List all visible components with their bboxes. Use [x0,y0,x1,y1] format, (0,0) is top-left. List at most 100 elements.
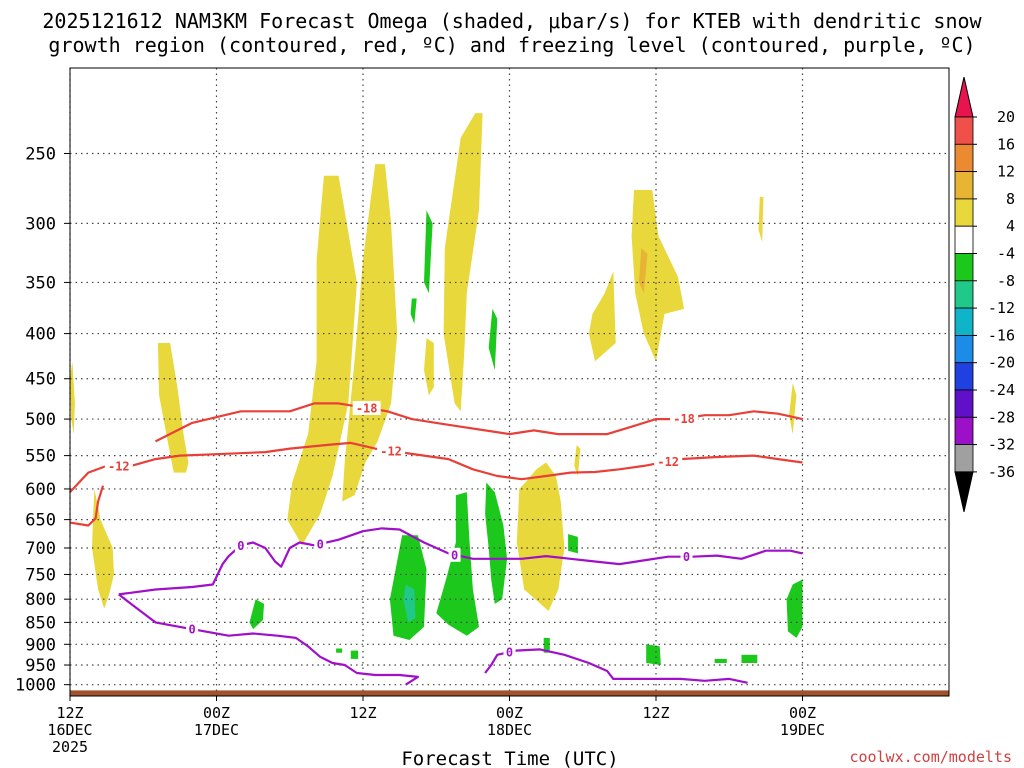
x-tick-label-36-1: 18DEC [487,721,532,739]
contour-label-bg-0-0 [352,401,381,416]
omega-region-21 [249,599,265,630]
y-tick-label-500: 500 [25,410,56,430]
chart-subtitle: growth region (contoured, red, ºC) and f… [48,33,975,57]
x-tick-label-0-1: 16DEC [47,721,92,739]
y-tick-label-300: 300 [25,214,56,234]
contour-label-bg-1-2 [654,454,683,469]
y-tick-label-350: 350 [25,273,56,293]
omega-region-13 [789,383,797,435]
x-tick-label-0-0: 12Z [56,704,83,722]
colorbar: 20 16 12 8 4 -4 -8 -12 -16 -20 -24 -28 -32 -36 [954,76,1015,513]
colorbar-segment-6 [954,253,974,282]
colorbar-label-1: 16 [997,135,1015,153]
colorbar-segment-3 [954,171,974,200]
colorbar-segment-7 [954,280,974,309]
x-tick-label-60-1: 19DEC [780,721,825,739]
contour-label-bg-1-0 [104,458,133,473]
x-tick-label-36-0: 00Z [496,704,523,722]
omega-region-29 [786,579,803,638]
y-tick-label-550: 550 [25,447,56,467]
y-tick-label-400: 400 [25,325,56,345]
contour-label-bg-3-3 [680,549,693,564]
colorbar-bottom-arrow [954,471,974,513]
omega-region-11 [638,248,648,294]
y-tick-label-900: 900 [25,635,56,655]
omega-region-4 [342,164,398,502]
y-tick-label-700: 700 [25,539,56,559]
y-tick-label-650: 650 [25,511,56,531]
contour-line-2 [69,485,105,527]
y-tick-label-600: 600 [25,480,56,500]
y-tick-label-800: 800 [25,590,56,610]
colorbar-label-11: -28 [988,408,1015,426]
colorbar-top-arrow [954,76,974,118]
colorbar-segment-12 [954,416,974,445]
colorbar-label-10: -24 [988,381,1015,399]
colorbar-segment-4 [954,198,974,227]
contour-label-bg-5-0 [503,645,516,660]
contour-label-3-1: 0 [317,537,324,551]
colorbar-label-8: -16 [988,326,1015,344]
y-tick-label-1000: 1000 [15,676,56,696]
omega-region-0 [70,361,75,435]
colorbar-label-6: -8 [997,272,1015,290]
contour-label-1-1: -12 [380,444,402,458]
x-tick-label-48-0: 12Z [642,704,669,722]
omega-region-24 [543,637,550,653]
colorbar-label-5: -4 [997,245,1015,263]
contour-label-0-1: -18 [673,412,695,426]
contour-label-bg-3-2 [448,547,461,562]
credit-text: coolwx.com/modelts [849,748,1012,766]
colorbar-label-0: 20 [997,108,1015,126]
contour-label-3-3: 0 [683,550,690,564]
contour-line-0 [155,402,803,443]
chart-title: 2025121612 NAM3KM Forecast Omega (shaded… [42,9,982,33]
omega-region-12 [758,196,764,243]
contour-label-bg-3-1 [314,536,327,551]
omega-region-19 [436,492,479,636]
omega-region-25 [568,534,578,554]
contour-line-4 [118,593,419,686]
x-axis-label: Forecast Time (UTC) [401,748,618,768]
contour-label-0-0: -18 [356,402,378,416]
omega-region-15 [410,298,417,324]
colorbar-label-13: -36 [988,463,1015,481]
x-tick-label-24-0: 12Z [349,704,376,722]
omega-region-22 [336,648,343,653]
contour-label-5-0: 0 [506,646,513,660]
contour-label-1-2: -12 [657,455,679,469]
contour-label-3-2: 0 [451,548,458,562]
colorbar-label-4: 4 [1006,217,1015,235]
omega-region-5 [443,113,483,412]
y-tick-label-250: 250 [25,144,56,164]
contour-label-bg-1-1 [377,443,406,458]
omega-region-16 [488,308,498,371]
omega-region-9 [588,271,616,362]
colorbar-label-2: 12 [997,163,1015,181]
contour-label-bg-4-0 [186,622,199,637]
colorbar-segment-5 [954,225,974,254]
colorbar-label-9: -20 [988,354,1015,372]
omega-region-3 [287,175,357,546]
colorbar-segment-2 [954,143,974,173]
x-tick-label-60-0: 00Z [789,704,816,722]
omega-region-23 [350,650,359,659]
omega-region-10 [631,190,685,362]
ground-band [70,690,949,696]
contour-label-bg-0-1 [670,411,699,426]
colorbar-segment-1 [954,116,974,145]
omega-region-1 [92,488,114,609]
omega-region-27 [714,658,727,663]
contour-label-4-0: 0 [188,623,195,637]
x-tick-label-0-2: 2025 [52,738,88,756]
y-tick-label-950: 950 [25,656,56,676]
ground-surface [70,690,949,696]
y-tick-label-450: 450 [25,370,56,390]
colorbar-segment-10 [954,362,974,391]
contour-label-bg-3-0 [234,538,247,553]
omega-region-26 [646,644,661,665]
colorbar-label-7: -12 [988,299,1015,317]
y-tick-label-750: 750 [25,565,56,585]
plot-area: -18 -18 -12 -12 -12 0 0 0 0 0 0 [69,67,950,697]
